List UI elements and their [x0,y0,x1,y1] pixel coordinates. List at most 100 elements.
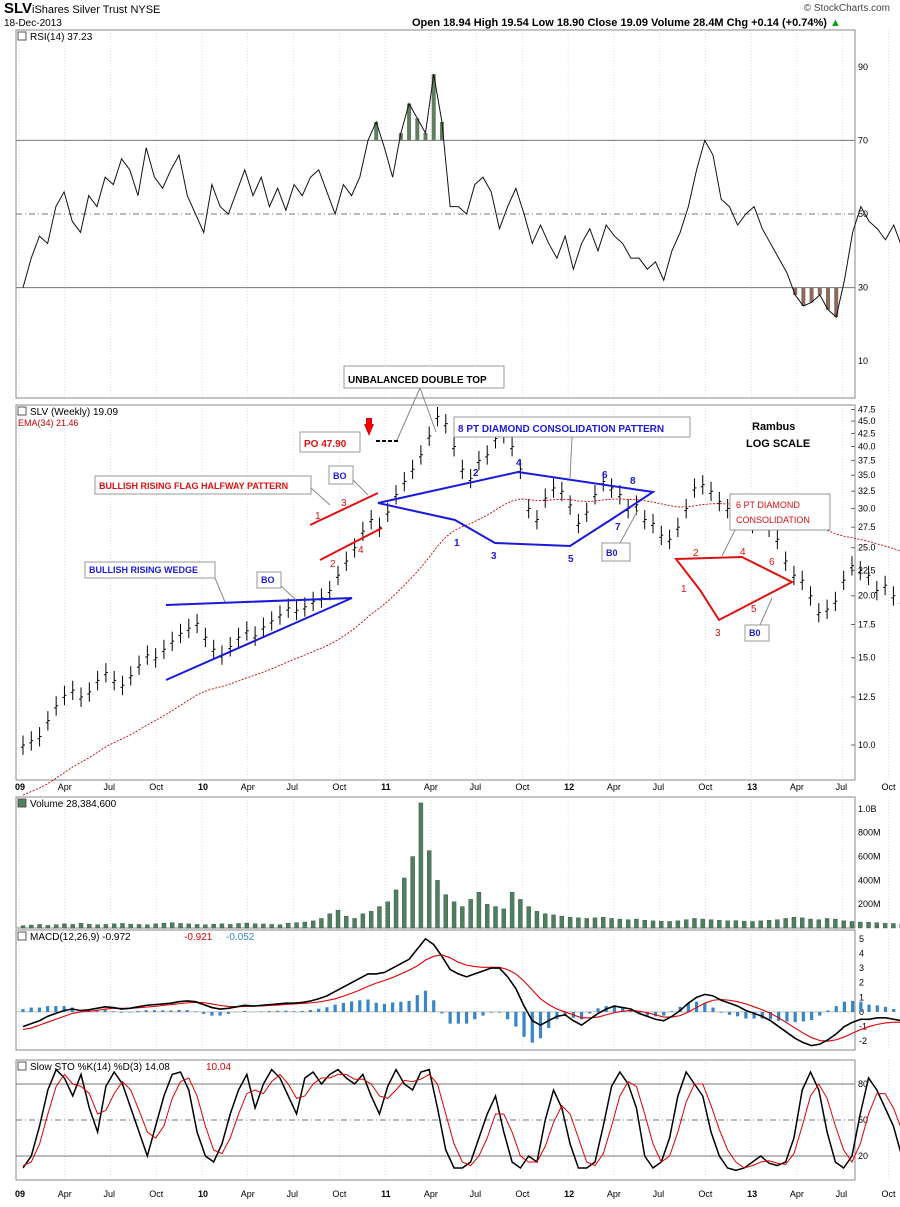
rising-wedge-callout [214,577,226,603]
macd-histogram-bar [514,1011,518,1027]
macd-histogram-bar [473,1011,477,1020]
volume-bar [310,920,316,929]
macd-histogram-bar [711,1007,715,1012]
x-axis-label: Apr [241,782,255,792]
price-tick-label: 22.5 [858,565,876,575]
x-axis-label: Oct [881,782,896,792]
rising-flag-label: BULLISH RISING FLAG HALFWAY PATTERN [99,481,288,491]
double-top-label-box [343,365,505,389]
price-panel: 10.0 12.5 15.0 17.5 20.0 22.5 25.0 27.5 30.0 32.5… [17,404,900,796]
x-axis-label: 10 [198,782,208,792]
macd-line [22,937,900,1047]
exchange-text: NYSE [130,4,161,16]
macd-histogram-bar [719,1011,723,1013]
rising-wedge-lines [165,597,353,681]
volume-bar [410,856,415,929]
volume-bar [228,924,233,929]
macd-histogram-bar [727,1011,732,1015]
macd-histogram-bar [226,1011,230,1014]
volume-bar [485,903,490,929]
diamond-6pt-label-box [729,493,831,531]
price-tick-label: 35.0 [858,470,876,480]
rsi-panel: 10 30 50 70 90 RSI(14) 37.23 [16,31,900,366]
volume-bar [426,850,432,929]
macd-histogram-bar [851,1000,855,1012]
bo-callout-1 [280,585,297,601]
double-top-callout-1 [419,387,437,433]
macd-histogram-bar [842,1001,847,1012]
macd-histogram-bar [703,1003,707,1012]
bo-label-1: BO [261,575,275,585]
volume-bar [29,924,34,929]
macd-tick-label: 1 [859,992,864,1002]
macd-histogram-bar [456,1011,460,1024]
macd-histogram-bar [177,1009,181,1012]
macd-histogram-bar [653,1011,658,1017]
macd-tick-label: 3 [859,963,864,973]
rsi-tick-label: 70 [858,135,868,145]
volume-bar [385,901,390,929]
x-axis-label: Oct [149,1189,164,1199]
po-label-box [299,431,361,453]
diamond-8pt-point: 5 [568,554,574,565]
x-axis-label: Oct [332,782,347,792]
volume-bar [667,921,672,929]
volume-bar [70,924,75,929]
macd-histogram-bar [612,1005,617,1012]
macd-legend-swatch [17,931,27,941]
volume-bar [302,921,308,929]
macd-histogram-bar [218,1011,222,1016]
price-legend-swatch [17,406,27,416]
macd-histogram-bar [464,1011,469,1024]
volume-bar [858,921,863,929]
volume-bar [53,924,59,929]
volume-bar [518,899,523,929]
x-axis-label: 10 [198,1189,208,1199]
double-top-label: UNBALANCED DOUBLE TOP [348,375,487,386]
volume-bar [882,923,888,929]
volume-bar [700,918,705,929]
macd-histogram-bar [54,1006,58,1012]
volume-bar [78,923,84,929]
volume-bar [650,920,656,929]
volume-bar [393,889,399,929]
flag-point-label: 4 [358,545,364,556]
volume-bar [766,920,772,929]
macd-histogram-bar [382,1003,387,1012]
macd-histogram-bar [694,1001,699,1012]
volume-bar [20,925,26,929]
author-label: Rambus [752,421,795,433]
macd-histogram-bar [358,1000,362,1012]
volume-bar [501,908,507,929]
x-axis-label: Oct [698,1189,713,1199]
x-axis-label: 09 [15,782,25,792]
x-axis-label: Oct [515,782,530,792]
volume-bar [750,921,755,929]
macd-histogram-bar [169,1010,173,1012]
macd-histogram-bar [144,1010,148,1012]
macd-histogram-bar [62,1006,66,1012]
macd-histogram-bar [432,1000,436,1012]
volume-bar [161,923,167,929]
bo-callout-4 [759,597,773,626]
macd-histogram-bar [308,1010,313,1012]
x-axis-label: Jul [470,782,482,792]
rsi-tick-label: 90 [858,62,868,72]
diamond-6pt-outline [674,555,795,622]
bo-label-2: BO [333,471,347,481]
macd-histogram-bar [736,1011,740,1017]
x-axis-label: 13 [747,782,757,792]
rising-wedge-label: BULLISH RISING WEDGE [89,565,198,575]
bo-label-1-box [256,571,282,589]
macd-histogram-bar [210,1011,214,1016]
macd-tick-label: -2 [859,1036,867,1046]
volume-bar [476,892,482,929]
volume-bar [153,923,158,929]
price-tick-label: 32.5 [858,486,876,496]
x-axis-label: Apr [607,782,621,792]
volume-bar [758,920,763,929]
x-axis-label: Apr [241,1189,255,1199]
price-tick-label: 10.0 [858,740,876,750]
price-tick-label: 47.5 [858,404,876,414]
